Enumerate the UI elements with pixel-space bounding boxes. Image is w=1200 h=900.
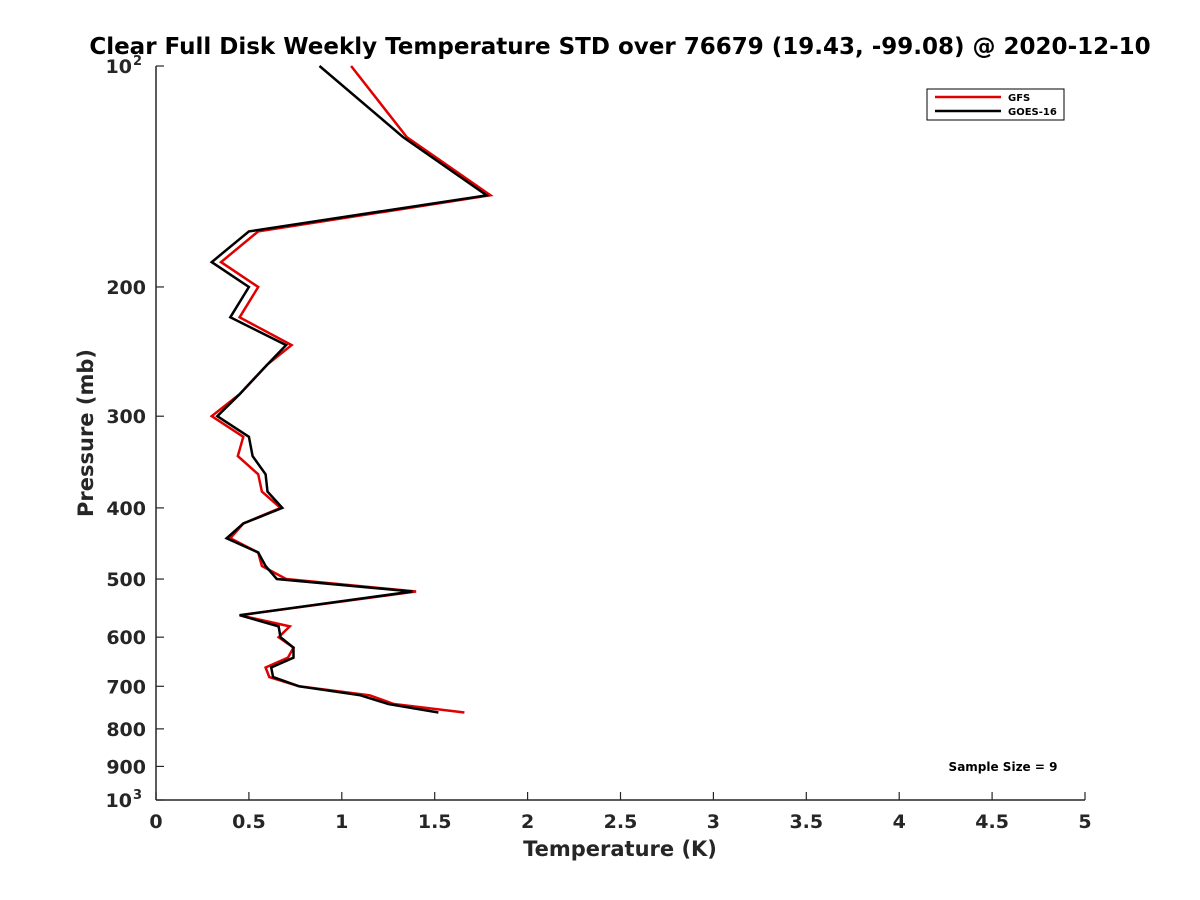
x-tick-label: 2: [521, 811, 534, 833]
series-layer: [209, 65, 494, 714]
plot-area: 0 0.5 1 1.5 2 2.5 3 3.5 4 4.5 5 10 2200300400500600…: [106, 54, 1092, 833]
x-ticks: 0 0.5 1 1.5 2 2.5 3 3.5 4 4.5 5: [149, 792, 1092, 833]
x-tick-label: 0: [149, 811, 162, 833]
y-tick-label: 300: [106, 406, 146, 428]
x-tick-label: 4: [893, 811, 906, 833]
x-tick-label: 5: [1078, 811, 1091, 833]
y-tick-label: 500: [106, 569, 146, 591]
sample-size-annotation: Sample Size = 9: [949, 760, 1058, 774]
y-tick-label: 10: [106, 56, 132, 78]
x-tick-label: 1: [335, 811, 348, 833]
y-tick-label: 900: [106, 756, 146, 778]
y-tick-label: 400: [106, 498, 146, 520]
y-tick-exponent: 2: [133, 54, 142, 69]
y-axis-label: Pressure (mb): [74, 349, 98, 517]
legend: GFS GOES-16: [926, 88, 1065, 121]
x-tick-label: 4.5: [975, 811, 1009, 833]
x-tick-label: 2.5: [604, 811, 638, 833]
legend-label-goes16: GOES-16: [1008, 107, 1057, 118]
y-tick-label: 800: [106, 719, 146, 741]
x-tick-label: 1.5: [418, 811, 452, 833]
y-tick-label: 700: [106, 676, 146, 698]
legend-box: [926, 88, 1065, 121]
x-tick-label: 3.5: [789, 811, 823, 833]
y-tick-exponent: 3: [133, 788, 142, 803]
series-line-goes-16: [209, 65, 490, 714]
x-tick-label: 0.5: [232, 811, 266, 833]
x-axis-label: Temperature (K): [523, 837, 717, 861]
x-tick-label: 3: [707, 811, 720, 833]
y-tick-label: 10: [106, 790, 132, 812]
y-tick-label: 200: [106, 277, 146, 299]
y-tick-label: 600: [106, 627, 146, 649]
legend-label-gfs: GFS: [1008, 93, 1030, 104]
series-line-gfs: [209, 65, 494, 714]
chart-title: Clear Full Disk Weekly Temperature STD o…: [89, 34, 1150, 60]
